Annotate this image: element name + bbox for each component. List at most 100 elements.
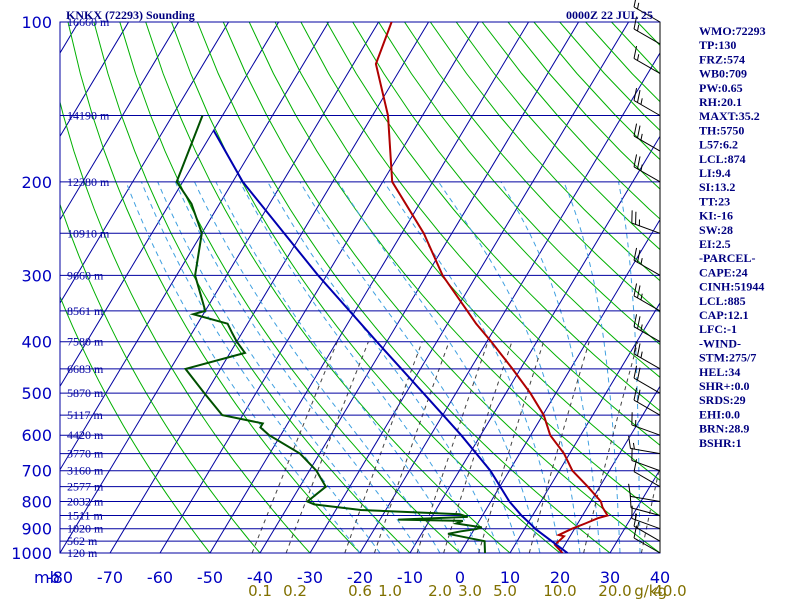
wind-barb [633, 459, 661, 488]
index-value: RH:20.1 [699, 95, 742, 109]
moist-adiabat [500, 181, 601, 553]
wind-barb-flag [633, 88, 638, 101]
wind-barb-flag [628, 483, 631, 497]
wind-barb-shaft [633, 399, 661, 416]
height-label: 5870 m [67, 386, 104, 400]
temperature-tick-label: -10 [397, 568, 423, 587]
pressure-tick-label: 700 [21, 462, 52, 481]
isotherm-line [259, 22, 580, 553]
temperature-profile [374, 22, 610, 553]
height-label: 2577 m [67, 480, 104, 494]
wind-barb [633, 0, 661, 23]
wind-barb-flag [633, 283, 638, 297]
isotherm-line [60, 22, 330, 471]
wind-barb-flag [633, 459, 638, 472]
wind-barb-shaft [633, 326, 661, 343]
pressure-tick-label: 100 [21, 13, 52, 32]
wind-barb-flag [633, 154, 638, 167]
wind-barb [633, 123, 661, 152]
height-label: 120 m [67, 546, 98, 560]
height-label: 5117 m [67, 408, 104, 422]
temperature-tick-label: -60 [147, 568, 173, 587]
temperature-tick-label: 10 [500, 568, 520, 587]
wind-barb-shaft [633, 58, 661, 74]
wind-barb-flag [633, 16, 638, 30]
moist-adiabat [659, 518, 660, 553]
mixing-ratio-tick-label: 0.1 [248, 582, 272, 600]
wind-barb-flag [633, 341, 638, 354]
wind-barb [633, 16, 661, 45]
isotherm-line [359, 52, 660, 553]
wind-barb-half-flag [636, 2, 640, 10]
index-value: TT:23 [699, 194, 730, 208]
chart-title: KNKX (72293) Sounding [66, 8, 195, 22]
mixing-ratio-tick-label: 20.0 [598, 582, 631, 600]
index-value: LCL:885 [699, 294, 746, 308]
index-value: LFC:-1 [699, 322, 737, 336]
wind-barb [633, 387, 661, 416]
index-value: TP:130 [699, 38, 736, 52]
wind-barb-half-flag [632, 442, 635, 450]
index-value: SI:13.2 [699, 180, 735, 194]
temperature-tick-label: 20 [550, 568, 570, 587]
wind-barb-flag [628, 435, 631, 449]
index-value: EI:2.5 [699, 237, 731, 251]
moist-adiabat [438, 181, 581, 553]
valid-time: 0000Z 22 JUL 25 [566, 8, 653, 22]
isotherm-line [159, 22, 480, 553]
index-value: HEL:34 [699, 365, 740, 379]
dry-adiabats [60, 22, 660, 553]
index-value: MAXT:35.2 [699, 109, 760, 123]
wind-barb-shaft [633, 259, 661, 276]
dry-adiabat [585, 22, 660, 103]
wind-barb-flag [636, 367, 641, 381]
wind-barb [629, 495, 661, 517]
height-label: 10910 m [67, 226, 110, 240]
dry-adiabat [196, 22, 611, 553]
height-label: 2032 m [67, 495, 104, 509]
moist-adiabat [337, 181, 541, 553]
wind-barb-shaft [633, 166, 661, 183]
index-value: EHI:0.0 [699, 407, 740, 421]
index-value: TH:5750 [699, 123, 744, 137]
isotherm-line [109, 22, 430, 553]
wind-barb-half-flag [640, 258, 643, 265]
height-label: 14190 m [67, 109, 110, 123]
mixing-ratio-tick-label: 5.0 [493, 582, 517, 600]
mixing-ratio-line [478, 341, 545, 553]
index-value: CINH:51944 [699, 280, 764, 294]
index-value: PW:0.65 [699, 81, 743, 95]
height-label: 16660 m [67, 15, 110, 29]
height-label: 4420 m [67, 428, 104, 442]
wind-barb-flag [633, 247, 638, 261]
dry-adiabat [67, 22, 361, 553]
mixing-ratio-tick-label: 10.0 [543, 582, 576, 600]
isotherm-line [60, 22, 130, 138]
wind-barb-shaft [633, 377, 661, 394]
dewpoint-profile [175, 115, 486, 553]
height-label: 3160 m [67, 464, 104, 478]
temperature-tick-label: -20 [347, 568, 373, 587]
isotherm-line [559, 385, 660, 553]
wind-barb-shaft [631, 460, 661, 472]
wind-barb-shaft [630, 507, 661, 517]
pressure-axis-labels: 100 200 300 400 500 600 700 800 900 1000 [11, 13, 52, 563]
wind-barb-flag [636, 90, 641, 103]
index-value: L57:6.2 [699, 138, 738, 152]
pressure-tick-label: 900 [21, 520, 52, 539]
pressure-tick-label: 1000 [11, 544, 52, 563]
height-labels: 16660 m 14190 m 12380 m 10910 m 9660 m 8561 m… [67, 15, 110, 560]
wind-barb-half-flag [640, 324, 643, 331]
index-value: WB0:709 [699, 67, 747, 81]
mixing-ratio-unit-label: g/kg [634, 582, 667, 600]
pressure-tick-label: 200 [21, 173, 52, 192]
index-value: -PARCEL- [699, 251, 755, 265]
wind-barb [633, 314, 661, 343]
wind-barb-flag [636, 125, 641, 139]
isotherm-line [60, 22, 230, 304]
wind-barb-shaft [630, 495, 661, 503]
wind-barb-flag [636, 156, 641, 169]
mixing-ratio-tick-label: 2.0 [428, 582, 452, 600]
wind-barb-shaft [630, 447, 661, 455]
wind-barb-shaft [633, 6, 661, 23]
